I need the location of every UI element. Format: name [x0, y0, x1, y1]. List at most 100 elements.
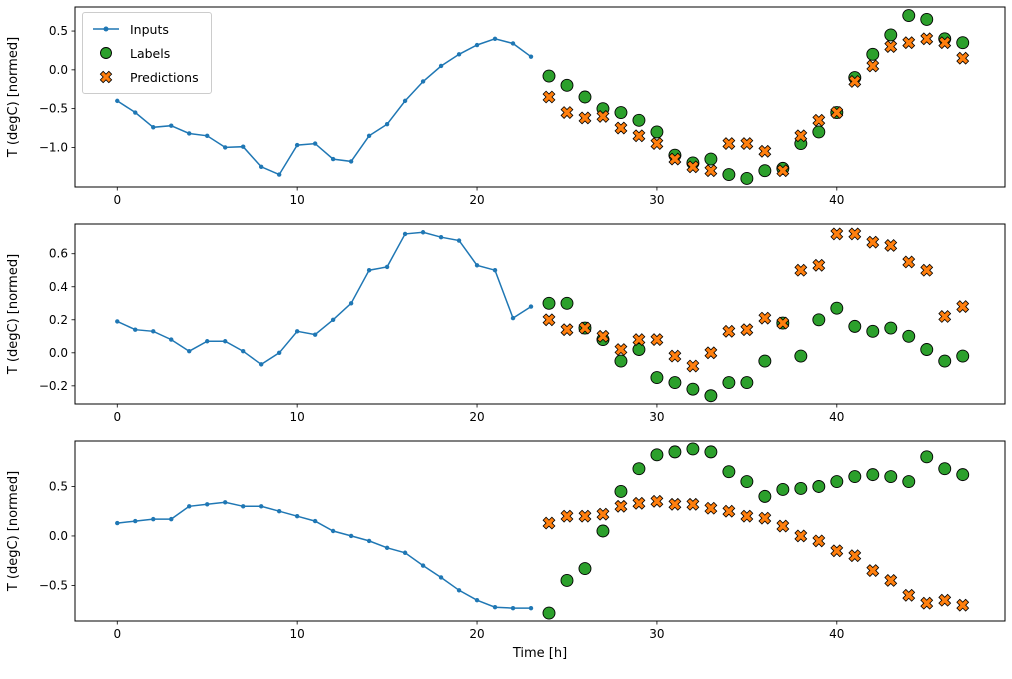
inputs-point: [294, 142, 300, 148]
labels-marker: [650, 125, 664, 139]
labels-marker: [956, 349, 970, 363]
predictions-marker: [758, 144, 772, 158]
labels-marker: [722, 376, 736, 389]
inputs-point: [366, 538, 372, 544]
inputs-point: [169, 516, 174, 522]
labels-marker: [632, 343, 646, 356]
inputs-point: [528, 304, 534, 309]
inputs-point: [276, 509, 282, 514]
inputs-point: [205, 133, 210, 138]
predictions-marker: [902, 588, 916, 602]
labels-marker: [866, 468, 880, 482]
x-tick-label: 20: [469, 193, 484, 207]
x-tick-label: 40: [829, 627, 844, 641]
inputs-point: [384, 121, 390, 127]
predictions-marker: [614, 343, 628, 356]
labels-marker: [614, 106, 628, 119]
predictions-marker: [812, 113, 826, 127]
labels-marker: [704, 445, 718, 459]
y-axis-label: T (degC) [normed]: [6, 37, 21, 158]
inputs-point: [223, 339, 228, 344]
inputs-point: [510, 41, 516, 46]
y-tick-label: 0.6: [49, 247, 68, 261]
x-tick-label: 0: [113, 410, 121, 424]
inputs-point: [420, 230, 426, 235]
x-tick-label: 10: [290, 410, 305, 424]
predictions-marker: [542, 313, 556, 327]
predictions-marker: [596, 507, 610, 521]
predictions-marker: [866, 564, 880, 577]
labels-marker: [902, 329, 916, 343]
labels-marker: [668, 376, 682, 389]
x-tick-label: 10: [290, 193, 305, 207]
legend-label-inputs: Inputs: [130, 21, 169, 37]
labels-marker: [560, 78, 574, 92]
inputs-point: [456, 52, 462, 57]
labels-marker: [560, 574, 574, 587]
inputs-point: [223, 145, 228, 150]
legend-item-inputs: Inputs: [91, 18, 199, 40]
labels-marker: [848, 470, 862, 484]
predictions-marker: [740, 509, 754, 523]
predictions-marker: [758, 511, 772, 525]
inputs-point: [205, 502, 210, 507]
subplot-1: 0 10 20 30 40 0.5 0.0 −0.5 −1.0 T (degC) [normed]: [6, 6, 1006, 207]
predictions-marker: [632, 129, 646, 143]
labels-marker: [686, 442, 700, 456]
inputs-point: [133, 110, 138, 115]
labels-marker: [902, 475, 916, 488]
predictions-marker: [848, 549, 862, 563]
predictions-marker: [794, 529, 808, 543]
predictions-marker: [542, 90, 556, 104]
predictions-marker: [830, 227, 844, 241]
predictions-marker: [884, 239, 898, 252]
predictions-marker: [812, 534, 826, 548]
inputs-point: [133, 518, 138, 524]
predictions-marker: [884, 40, 898, 54]
inputs-point: [187, 348, 192, 354]
predictions-marker: [686, 160, 700, 174]
predictions-marker: [920, 32, 934, 46]
inputs-point: [492, 36, 498, 42]
inputs-point: [133, 327, 138, 332]
inputs-point: [438, 235, 444, 240]
y-tick-label: −0.5: [39, 102, 68, 116]
labels-marker: [938, 354, 952, 368]
labels-marker: [614, 484, 628, 498]
predictions-marker: [560, 106, 574, 119]
predictions-marker: [848, 227, 862, 241]
inputs-point: [312, 141, 318, 146]
x-tick-label: 20: [469, 410, 484, 424]
predictions-marker: [632, 333, 646, 347]
inputs-point: [348, 533, 354, 539]
inputs-point: [402, 98, 408, 104]
inputs-point: [115, 98, 120, 104]
predictions-marker: [920, 263, 934, 277]
predictions-marker: [578, 111, 592, 125]
inputs-point: [151, 329, 156, 334]
labels-marker: [884, 470, 898, 484]
inputs-point: [474, 263, 480, 268]
labels-marker: [758, 354, 772, 368]
inputs-point: [528, 54, 534, 59]
predictions-marker: [650, 333, 664, 347]
inputs-point: [276, 172, 282, 177]
y-tick-label: 0.2: [49, 313, 68, 327]
labels-marker: [956, 468, 970, 482]
labels-marker: [956, 36, 970, 50]
labels-marker: [758, 164, 772, 178]
labels-marker: [776, 483, 790, 496]
predictions-marker: [956, 300, 970, 314]
labels-marker: [650, 448, 664, 462]
predictions-marker: [560, 509, 574, 523]
legend-label-labels: Labels: [130, 45, 171, 61]
predictions-marker: [902, 255, 916, 269]
legend: Inputs Labels Predictions: [82, 12, 212, 94]
labels-marker: [884, 321, 898, 335]
predictions-marker: [668, 497, 682, 511]
inputs-point: [294, 513, 300, 519]
labels-marker: [722, 168, 736, 182]
predictions-marker: [740, 323, 754, 337]
inputs-point: [348, 301, 354, 306]
